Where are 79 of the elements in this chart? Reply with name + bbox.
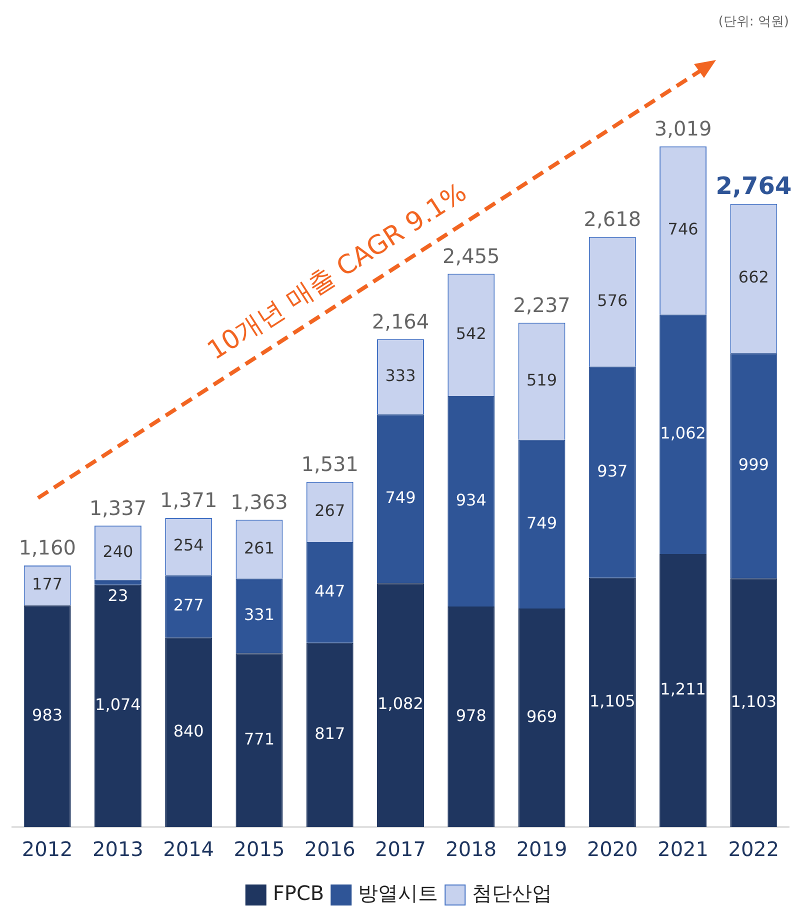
x-tick-label: 2016 (304, 837, 356, 862)
data-label: 261 (244, 538, 274, 558)
x-tick-label: 2015 (234, 837, 285, 862)
data-label: 1,062 (660, 423, 706, 442)
data-label: 934 (456, 490, 486, 510)
total-label: 2,455 (442, 244, 500, 268)
data-label: 746 (668, 220, 698, 239)
total-label: 2,764 (716, 172, 792, 200)
bar (518, 440, 566, 609)
x-tick-label: 2017 (375, 837, 426, 862)
x-tick-label: 2022 (728, 837, 780, 862)
bar (730, 578, 778, 827)
bar (94, 580, 142, 585)
data-label: 267 (314, 501, 346, 520)
total-label: 1,371 (160, 488, 218, 512)
data-label: 1,074 (95, 695, 141, 714)
total-label: 2,237 (513, 292, 570, 317)
data-label: 978 (456, 706, 486, 725)
total-label: 2,164 (372, 309, 430, 334)
total-label: 3,019 (654, 116, 712, 141)
data-label: 333 (385, 366, 416, 385)
bar (448, 396, 495, 607)
data-label: 1,105 (590, 692, 636, 711)
data-label: 662 (738, 268, 769, 287)
data-label: 519 (526, 370, 558, 390)
x-tick-label: 2020 (586, 837, 638, 862)
bar (377, 583, 424, 827)
bar (165, 575, 212, 638)
bar (94, 584, 142, 827)
data-label: 1,211 (660, 680, 706, 699)
data-label: 177 (32, 574, 63, 594)
legend-label: 첨단산업 (472, 881, 552, 906)
data-label: 840 (173, 721, 204, 740)
data-label: 277 (173, 596, 204, 615)
legend-label: FPCB (272, 881, 324, 906)
data-label: 240 (102, 542, 134, 561)
x-tick-label: 2014 (163, 837, 214, 862)
data-label: 817 (314, 724, 346, 744)
legend-label: 방열시트 (358, 881, 438, 906)
bar (236, 653, 283, 827)
data-label: 254 (173, 536, 204, 555)
bar (588, 578, 636, 827)
x-tick-label: 2018 (446, 837, 497, 862)
x-tick-label: 2012 (22, 837, 73, 862)
x-tick-label: 2021 (658, 837, 708, 862)
data-label: 576 (597, 290, 628, 310)
total-label: 1,531 (301, 452, 358, 476)
data-label: 749 (385, 488, 416, 507)
x-tick-label: 2013 (92, 837, 144, 862)
total-label: 2,618 (584, 207, 642, 232)
data-label: 23 (108, 586, 128, 606)
data-label: 937 (597, 461, 628, 480)
total-label: 1,363 (230, 490, 288, 514)
bar (306, 542, 354, 643)
total-label: 1,160 (18, 536, 76, 560)
bar (660, 554, 707, 827)
data-label: 542 (456, 324, 486, 344)
bar (448, 606, 495, 827)
bar (660, 314, 707, 554)
text: (단위: 억원) (718, 14, 789, 30)
data-label: 771 (244, 729, 274, 748)
bar (377, 414, 424, 584)
data-label: 1,103 (730, 692, 777, 711)
bar (165, 638, 212, 827)
bar (730, 353, 778, 578)
bar (518, 608, 566, 827)
data-label: 447 (314, 582, 346, 601)
bar (588, 366, 636, 578)
bar (236, 578, 283, 654)
bar (24, 605, 71, 827)
data-label: 749 (526, 513, 558, 532)
data-label: 331 (244, 605, 274, 624)
x-tick-label: 2019 (516, 837, 568, 862)
total-label: 1,337 (89, 496, 147, 520)
data-label: 1,082 (378, 694, 424, 714)
bar (306, 642, 354, 827)
data-label: 983 (32, 705, 63, 724)
data-label: 969 (526, 706, 558, 726)
data-label: 999 (738, 454, 769, 474)
